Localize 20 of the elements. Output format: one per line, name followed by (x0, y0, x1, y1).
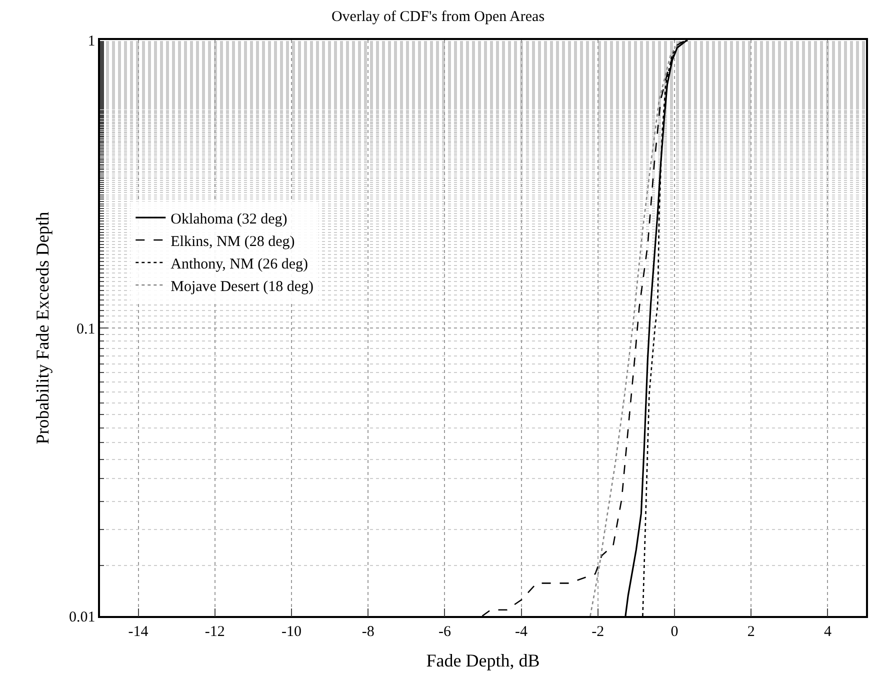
legend-label: Elkins, NM (28 deg) (170, 234, 295, 250)
x-tick-label: -6 (438, 624, 452, 640)
x-axis-title: Fade Depth, dB (426, 650, 540, 670)
x-tick-label: 0 (670, 624, 678, 640)
y-tick-label: 0.01 (69, 609, 96, 626)
y-tick-label: 0.1 (76, 321, 96, 338)
x-tick-label: -8 (362, 624, 374, 640)
x-tick-label: -10 (282, 624, 302, 640)
legend-label: Anthony, NM (26 deg) (170, 256, 308, 272)
x-tick-label: -4 (515, 624, 528, 640)
y-axis-title: Probability Fade Exceeds Depth (32, 212, 53, 444)
legend-label: Oklahoma (32 deg) (170, 211, 288, 228)
chart-title: Overlay of CDF's from Open Areas (331, 8, 545, 25)
y-tick-label: 1 (88, 33, 96, 50)
x-tick-label: -14 (128, 624, 149, 640)
x-tick-label: 2 (747, 624, 755, 640)
legend-label: Mojave Desert (18 deg) (170, 278, 314, 295)
x-tick-label: 4 (824, 624, 832, 640)
x-tick-label: -2 (592, 624, 604, 640)
x-tick-label: -12 (204, 624, 225, 640)
